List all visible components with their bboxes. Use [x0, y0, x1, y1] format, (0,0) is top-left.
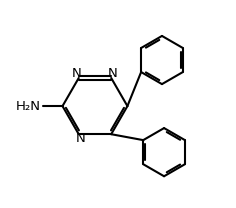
Text: N: N [108, 67, 118, 80]
Text: N: N [72, 67, 82, 80]
Text: N: N [76, 132, 85, 145]
Text: H₂N: H₂N [16, 100, 41, 113]
